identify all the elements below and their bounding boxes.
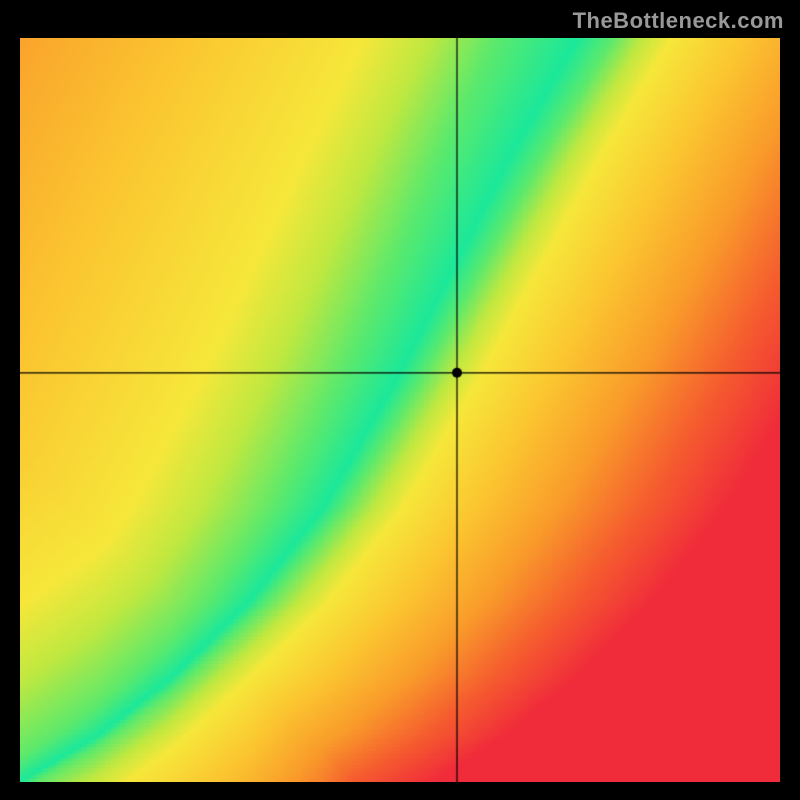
chart-container: TheBottleneck.com xyxy=(0,0,800,800)
plot-area xyxy=(20,38,780,782)
watermark-text: TheBottleneck.com xyxy=(573,8,784,34)
heatmap-canvas xyxy=(20,38,780,782)
